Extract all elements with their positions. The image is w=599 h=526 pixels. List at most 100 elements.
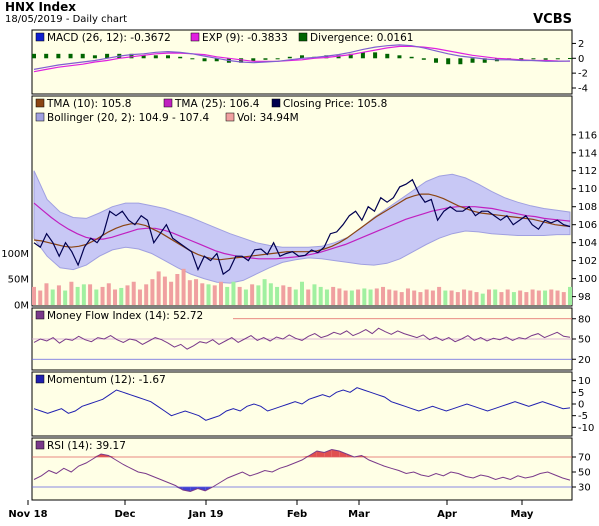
price-legend-swatch: [225, 112, 235, 122]
rsi-overbought-fill: [331, 449, 340, 457]
macd-legend-label: EXP (9): -0.3833: [202, 32, 288, 44]
volume-bar-down: [212, 285, 217, 305]
volume-bar-down: [356, 289, 361, 305]
rsi-tick-label: 70: [578, 453, 591, 464]
rsi-overbought-fill: [93, 454, 101, 457]
macd-legend-swatch: [190, 32, 200, 42]
x-axis-label: Feb: [287, 509, 307, 520]
price-tick-label: 106: [578, 220, 597, 231]
volume-bar-down: [156, 271, 161, 305]
divergence-bar: [44, 53, 49, 59]
divergence-bar: [32, 53, 36, 59]
divergence-bar: [348, 53, 353, 59]
volume-bar-down: [69, 281, 74, 305]
rsi-overbought-fill: [339, 451, 347, 457]
volume-bar-up: [568, 286, 572, 305]
volume-bar-down: [418, 292, 423, 305]
divergence-bar: [324, 55, 329, 59]
momentum-line: [33, 387, 571, 421]
divergence-bar: [373, 52, 378, 59]
mfi-line: [33, 327, 571, 350]
volume-bar-up: [349, 290, 354, 305]
volume-bar-up: [362, 288, 367, 305]
rsi-legend-label: RSI (14): 39.17: [47, 440, 126, 452]
volume-bar-up: [225, 286, 230, 305]
closing-price-line: [33, 178, 571, 276]
divergence-bar: [300, 55, 304, 59]
volume-bar-up: [119, 287, 124, 305]
divergence-bar: [434, 58, 438, 63]
volume-bar-up: [480, 293, 485, 305]
volume-bar-up: [368, 289, 373, 305]
volume-bar-up: [312, 284, 317, 305]
rsi-panel: [31, 437, 573, 501]
divergence-bar: [287, 56, 292, 59]
divergence-bar: [190, 58, 195, 60]
mfi-legend-bg: [33, 309, 233, 322]
volume-bar-down: [38, 290, 43, 305]
volume-bar-down: [150, 279, 155, 305]
divergence-bar: [263, 58, 268, 60]
price-legend-swatch: [163, 98, 173, 108]
macd-tick-label: -2: [578, 69, 588, 80]
divergence-bar: [129, 53, 134, 59]
price-tick-label: 108: [578, 202, 597, 213]
volume-bar-down: [462, 289, 467, 305]
volume-bar-down: [144, 284, 149, 305]
volume-bar-down: [524, 292, 529, 305]
volume-bar-down: [175, 274, 180, 305]
rsi-tick-label: 50: [578, 468, 591, 479]
x-axis-label: Dec: [114, 509, 135, 520]
volume-bar-down: [331, 286, 336, 305]
volume-bar-down: [374, 288, 379, 305]
price-tick-label: 98: [578, 292, 591, 303]
volume-bar-down: [387, 289, 392, 305]
volume-bar-down: [106, 283, 111, 305]
volume-bar-up: [300, 281, 304, 305]
volume-bar-down: [250, 284, 255, 305]
price-legend-swatch: [271, 98, 281, 108]
volume-bar-down: [131, 281, 136, 305]
volume-bar-down: [169, 281, 174, 305]
x-axis-label: May: [511, 509, 534, 520]
volume-bar-up: [324, 289, 329, 305]
mfi-legend-swatch: [35, 310, 45, 320]
x-axis-label: Mar: [348, 509, 370, 520]
divergence-bar: [446, 58, 451, 65]
volume-bar-down: [200, 283, 205, 305]
volume-bar-up: [543, 290, 548, 305]
volume-bar-down: [281, 285, 286, 305]
volume-bar-down: [137, 289, 142, 305]
macd-legend-swatch: [298, 32, 308, 42]
volume-bar-down: [455, 292, 460, 305]
divergence-bar: [202, 58, 207, 62]
divergence-bar: [80, 53, 85, 59]
divergence-bar: [56, 53, 61, 59]
price-tick-label: 104: [578, 238, 597, 249]
volume-bar-down: [187, 280, 192, 305]
divergence-bar: [153, 55, 158, 59]
volume-bar-down: [536, 290, 541, 305]
chart-subtitle: 18/05/2019 - Daily chart: [5, 14, 128, 25]
volume-bar-down: [393, 290, 398, 305]
exp-line: [33, 45, 571, 73]
macd-tick-label: -4: [578, 84, 588, 95]
macd-legend-swatch: [35, 32, 45, 42]
bollinger-band: [33, 170, 571, 284]
volume-bar-down: [399, 292, 404, 305]
divergence-bar: [141, 55, 146, 59]
price-tick-label: 110: [578, 184, 597, 195]
volume-bar-down: [486, 289, 491, 305]
divergence-bar: [470, 58, 475, 63]
volume-bar-down: [412, 290, 417, 305]
volume-bar-down: [337, 288, 342, 305]
price-legend-swatch: [35, 98, 45, 108]
mfi-legend-label: Money Flow Index (14): 52.72: [47, 310, 203, 322]
momentum-tick-label: 0: [578, 400, 584, 411]
price-tick-label: 100: [578, 274, 597, 285]
divergence-bar: [458, 58, 463, 65]
momentum-tick-label: 10: [578, 376, 591, 387]
volume-bar-down: [555, 290, 560, 305]
rsi-tick-label: 30: [578, 483, 591, 494]
divergence-bar: [385, 53, 390, 59]
